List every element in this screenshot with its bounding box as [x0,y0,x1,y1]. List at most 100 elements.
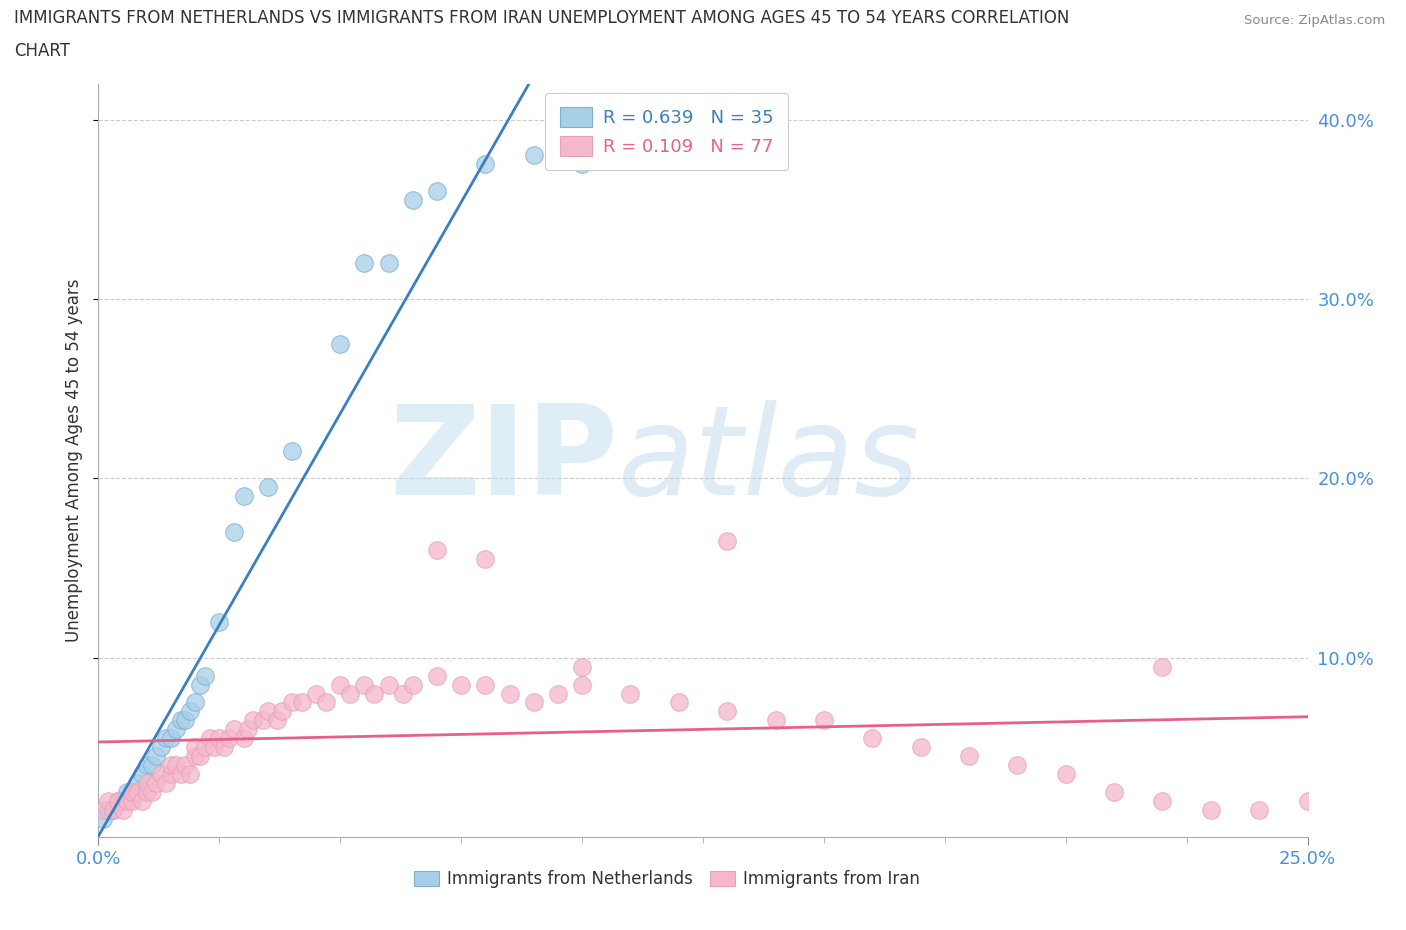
Point [339,686,361,701]
Point [402,677,425,692]
Point [765,713,787,728]
Point [474,551,496,566]
Point [121,785,143,800]
Point [145,776,167,790]
Point [169,713,191,728]
Point [97,803,120,817]
Point [242,713,264,728]
Point [174,758,197,773]
Point [194,668,217,683]
Point [117,793,139,808]
Point [97,793,120,808]
Point [155,776,177,790]
Point [135,785,157,800]
Point [377,677,399,692]
Point [179,766,201,781]
Point [101,803,124,817]
Y-axis label: Unemployment Among Ages 45 to 54 years: Unemployment Among Ages 45 to 54 years [65,279,83,642]
Text: CHART: CHART [14,42,70,60]
Point [174,713,197,728]
Point [571,659,593,674]
Point [329,337,352,352]
Point [208,615,231,630]
Point [668,695,690,710]
Point [498,686,520,701]
Point [813,713,835,728]
Point [188,677,211,692]
Point [101,803,124,817]
Point [131,766,153,781]
Point [127,785,149,800]
Point [165,722,187,737]
Point [426,542,449,557]
Point [290,695,312,710]
Point [222,525,245,539]
Point [716,534,738,549]
Point [353,677,375,692]
Point [281,444,304,458]
Point [198,731,221,746]
Point [392,686,415,701]
Point [111,793,134,808]
Point [222,722,245,737]
Point [184,740,207,755]
Point [957,749,980,764]
Point [271,704,294,719]
Point [179,704,201,719]
Point [363,686,385,701]
Point [523,148,546,163]
Point [252,713,274,728]
Point [571,677,593,692]
Text: ZIP: ZIP [389,400,619,521]
Text: Source: ZipAtlas.com: Source: ZipAtlas.com [1244,14,1385,27]
Point [141,758,163,773]
Point [860,731,883,746]
Point [107,793,129,808]
Point [281,695,304,710]
Legend: Immigrants from Netherlands, Immigrants from Iran: Immigrants from Netherlands, Immigrants … [405,862,928,897]
Point [619,686,641,701]
Point [107,793,129,808]
Point [117,785,139,800]
Point [160,731,183,746]
Point [184,695,207,710]
Point [426,184,449,199]
Point [329,677,352,692]
Point [547,686,569,701]
Point [353,256,375,271]
Point [135,758,157,773]
Point [160,758,183,773]
Point [377,256,399,271]
Point [1054,766,1077,781]
Point [127,776,149,790]
Point [165,758,187,773]
Point [256,704,278,719]
Point [160,766,183,781]
Point [121,793,143,808]
Point [121,785,143,800]
Point [402,193,425,207]
Point [1102,785,1125,800]
Point [184,749,207,764]
Point [232,489,254,504]
Point [91,812,114,827]
Point [135,776,157,790]
Point [450,677,472,692]
Point [111,803,134,817]
Point [232,731,254,746]
Point [194,740,217,755]
Point [131,793,153,808]
Point [208,731,231,746]
Point [256,480,278,495]
Point [1199,803,1222,817]
Point [474,677,496,692]
Point [1152,659,1174,674]
Point [910,740,932,755]
Point [91,803,114,817]
Point [315,695,337,710]
Point [1249,803,1271,817]
Point [523,695,546,710]
Point [474,157,496,172]
Point [266,713,288,728]
Point [716,704,738,719]
